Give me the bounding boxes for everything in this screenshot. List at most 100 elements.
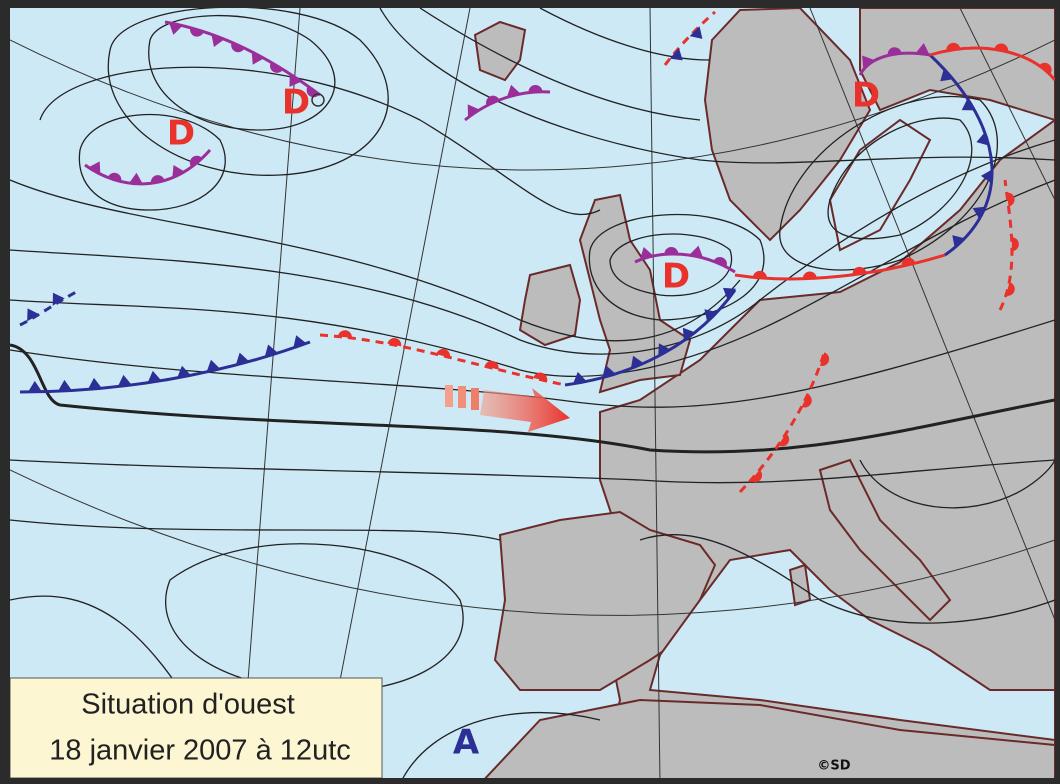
cold-front-triangle <box>915 43 930 55</box>
warm-front-semicircle <box>337 330 352 339</box>
warm-front <box>738 349 827 494</box>
corsica <box>788 563 812 607</box>
warm-front-semicircle <box>107 172 122 182</box>
meridian <box>649 8 661 778</box>
cold-front-triangle <box>27 308 40 322</box>
cold-front-triangle <box>689 245 704 258</box>
cold-front-triangle <box>28 380 42 392</box>
cold-front-triangle <box>168 22 183 35</box>
warm-front-semicircle <box>802 271 817 279</box>
cold-front-triangle <box>177 365 191 378</box>
cold-front-triangle <box>602 365 616 378</box>
finland <box>859 8 1055 122</box>
warm-front-semicircle <box>486 95 500 106</box>
baltic <box>828 118 932 252</box>
warm-front-semicircle <box>994 43 1009 52</box>
cold-front-triangle <box>940 68 954 82</box>
mediterranean <box>648 548 1055 742</box>
isobars <box>10 8 1055 778</box>
meridian <box>809 8 1055 621</box>
warm-front-semicircle <box>387 338 402 347</box>
iceland <box>473 20 527 82</box>
warm-front-semicircle <box>231 42 245 53</box>
warm-front <box>663 10 716 66</box>
warm-front-semicircle <box>484 360 499 370</box>
caption-date: 18 janvier 2007 à 12utc <box>49 735 351 767</box>
warm-front <box>319 333 566 387</box>
warm-front-semicircle <box>750 469 763 483</box>
warm-front-semicircle <box>150 175 165 184</box>
warm-front-semicircle <box>189 155 203 168</box>
warm-front-semicircle <box>1039 62 1052 75</box>
warm-front-semicircle <box>270 62 284 73</box>
warm-front-semicircle <box>713 256 727 267</box>
cold-front-triangle <box>669 47 683 61</box>
cold-front-triangle <box>57 379 72 392</box>
occluded-front <box>858 51 931 76</box>
warm-front-semicircle <box>533 372 548 382</box>
warm-front-semicircle <box>190 27 204 37</box>
warm-front <box>998 179 1014 311</box>
cold-front-triangle <box>211 34 225 47</box>
cold-front-triangle <box>172 165 185 179</box>
africa <box>484 698 1055 778</box>
cold-front-triangle <box>862 55 875 69</box>
cold-front-triangle <box>689 26 703 39</box>
warm-front-semicircle <box>436 348 451 358</box>
cold-front-triangle <box>88 161 101 175</box>
cold-front-triangle <box>972 206 986 220</box>
cold-front-triangle <box>147 370 162 383</box>
cold-front-triangle <box>251 51 265 65</box>
low-pressure-label: D <box>282 83 310 123</box>
high-pressure-label: A <box>453 723 480 763</box>
warm-front-semicircle <box>887 47 902 56</box>
ireland <box>518 263 582 347</box>
cold-front-triangle <box>658 343 671 357</box>
caption-box <box>10 677 383 778</box>
warm-front-semicircle <box>1006 282 1015 296</box>
cold-front-triangle <box>117 374 132 387</box>
meridian <box>239 8 301 778</box>
low-pressure-label: D <box>167 114 195 154</box>
cold-front-triangle <box>506 84 521 98</box>
warm-front-semicircle <box>1011 237 1019 252</box>
cold-front-triangle <box>682 327 696 341</box>
map-area: D D D D A ©SD Situation d'ouest 18 janvi… <box>10 8 1055 778</box>
warm-front-semicircle <box>852 266 867 275</box>
warm-front-semicircle <box>664 246 679 255</box>
occluded-front <box>464 90 551 122</box>
cold-front-triangle <box>52 292 65 306</box>
cold-front-triangle <box>293 335 307 348</box>
low-pressure-label: D <box>852 76 880 116</box>
cold-front-triangle <box>289 73 302 87</box>
cold-front-triangle <box>235 352 250 366</box>
cold-front-triangle <box>467 104 480 118</box>
warm-front-semicircle <box>819 352 830 367</box>
cold-front-triangle <box>980 169 993 184</box>
cold-front-triangle <box>952 235 965 248</box>
warm-front-semicircle <box>752 270 767 279</box>
meridian <box>320 8 471 778</box>
warm-front-semicircle <box>801 394 812 408</box>
meridian <box>959 8 1055 201</box>
warm-front-semicircle <box>778 433 790 447</box>
cold-front <box>928 53 994 257</box>
occluded-front <box>634 252 736 274</box>
warm-front-semicircle <box>901 257 916 267</box>
cold-front-triangle <box>264 344 279 358</box>
front-symbols <box>27 22 1052 483</box>
warm-front-semicircle <box>1006 192 1015 207</box>
low-center <box>311 93 325 107</box>
great-britain <box>578 193 692 394</box>
cold-front-triangle <box>722 287 736 301</box>
cold-front-triangle <box>128 172 143 185</box>
warm-front-semicircle <box>946 42 961 51</box>
cold-front-triangle <box>704 309 718 322</box>
parallel <box>10 469 1055 616</box>
credit: ©SD <box>817 759 850 774</box>
cold-front-triangle <box>206 359 221 373</box>
caption-title: Situation d'ouest <box>81 689 295 721</box>
scandinavia <box>703 8 872 242</box>
cold-front <box>19 288 81 327</box>
